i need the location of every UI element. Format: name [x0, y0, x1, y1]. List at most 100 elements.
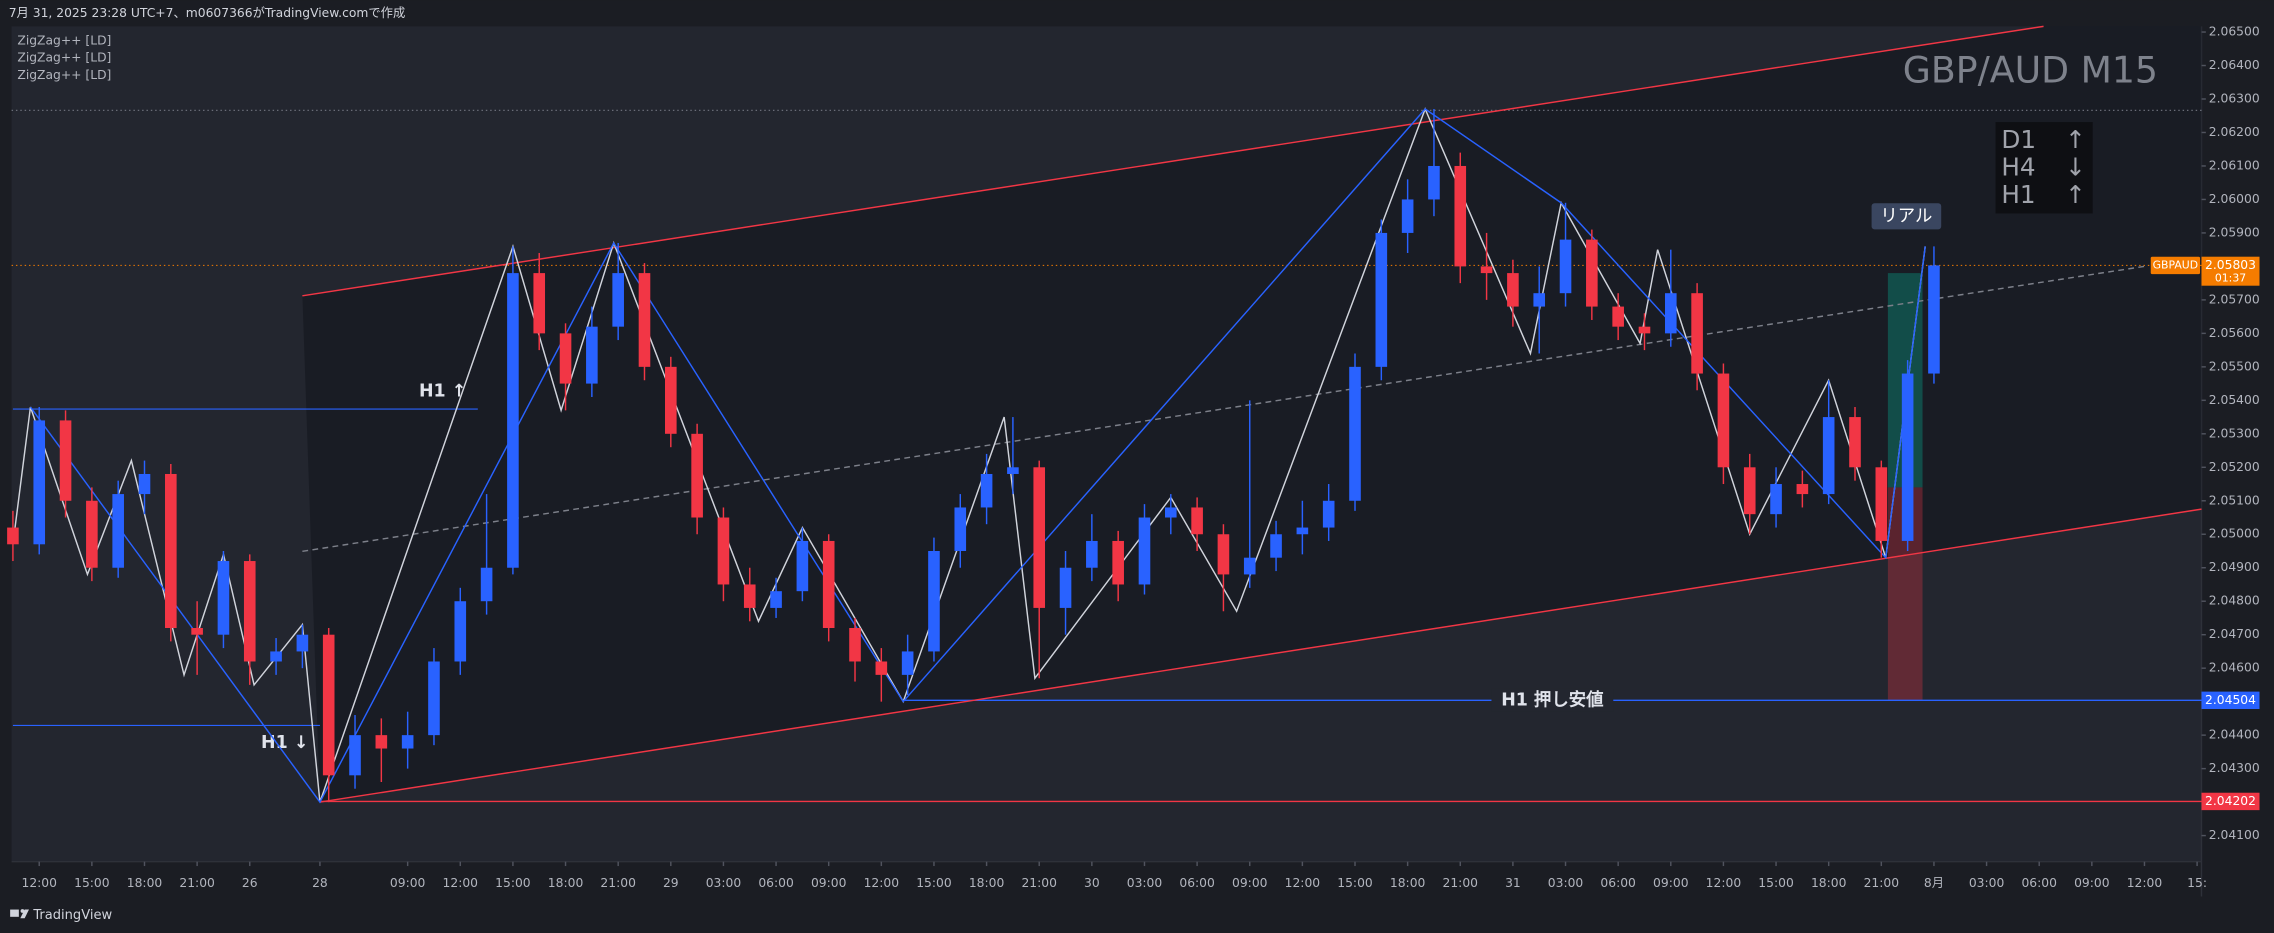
candle-body	[454, 601, 467, 662]
x-tick-label: 21:00	[1864, 876, 1900, 890]
line	[319, 508, 2202, 803]
y-tick-label: 2.05600	[2209, 326, 2260, 340]
trend-timeframe: H4	[2001, 152, 2035, 181]
y-tick-label: 2.06000	[2209, 192, 2260, 206]
candle-body	[875, 661, 888, 675]
y-tick-label: 2.05100	[2209, 493, 2260, 507]
x-tick-label: 21:00	[179, 876, 215, 890]
candle-body	[1007, 467, 1019, 474]
x-tick-label: 29	[663, 876, 679, 890]
line	[29, 108, 1926, 804]
y-tick-label: 2.04100	[2209, 828, 2260, 842]
candle-body	[1928, 265, 1940, 374]
trend-arrow: ↓	[2065, 152, 2086, 181]
x-tick-label: 09:00	[2074, 876, 2110, 890]
candle-body	[822, 540, 835, 628]
candle-body	[1112, 540, 1124, 585]
price-label-box	[2201, 792, 2260, 811]
candle-body	[401, 735, 414, 749]
candle-body	[270, 651, 282, 662]
candle-body	[1612, 306, 1624, 327]
trend-timeframe: H1	[2001, 180, 2035, 209]
countdown-label: 01:37	[2215, 271, 2246, 284]
candle-body	[322, 634, 335, 776]
y-tick-label: 2.06300	[2209, 92, 2260, 106]
x-tick-label: 12:00	[1706, 876, 1742, 890]
x-tick-label: 06:00	[758, 876, 794, 890]
h1-label: H1 ↑	[419, 382, 466, 402]
x-tick-label: 15:00	[495, 876, 531, 890]
x-tick-label: 31	[1505, 876, 1521, 890]
candle-body	[954, 507, 967, 551]
line	[12, 107, 1926, 803]
candle-body	[559, 333, 572, 384]
trend-arrow: ↑	[2065, 180, 2086, 209]
candle-body	[33, 420, 46, 545]
candle-body	[1875, 467, 1888, 541]
y-tick-label: 2.05900	[2209, 225, 2260, 239]
candle-body	[138, 473, 151, 495]
candle-body	[1349, 366, 1361, 501]
x-tick-label: 21:00	[1021, 876, 1057, 890]
x-tick-label: 03:00	[1548, 876, 1584, 890]
candle-body	[1296, 527, 1309, 535]
symbol-label: GBPAUD	[2153, 258, 2198, 271]
y-tick-label: 2.06500	[2209, 25, 2260, 39]
y-tick-label: 2.04700	[2209, 627, 2260, 641]
x-tick-label: 26	[242, 876, 258, 890]
candle-body	[296, 634, 309, 652]
candle-body	[1691, 293, 1703, 374]
candle-body	[480, 567, 493, 602]
candle-body	[1059, 567, 1072, 608]
candle-body	[1138, 517, 1151, 585]
x-tick-label: 8月	[1924, 876, 1944, 890]
candle-body	[1243, 557, 1256, 575]
footer: TradingView	[32, 908, 112, 923]
candle-body	[638, 273, 651, 367]
x-tick-label: 09:00	[1653, 876, 1689, 890]
candle-body	[691, 433, 703, 518]
candle-body	[928, 550, 940, 652]
h1-label: H1 ↓	[261, 733, 308, 753]
symbol-box	[2150, 256, 2201, 275]
candle-body	[1638, 326, 1651, 334]
candle-body	[1164, 507, 1177, 518]
x-tick-label: 21:00	[1443, 876, 1479, 890]
candle-body	[7, 527, 19, 545]
candle-body	[1849, 417, 1861, 468]
candle-body	[349, 735, 361, 776]
x-tick-label: 12:00	[864, 876, 900, 890]
x-tick-label: 15:00	[1758, 876, 1794, 890]
candle-body	[1507, 273, 1519, 307]
candle-body	[428, 661, 440, 736]
y-tick-label: 2.06100	[2209, 158, 2260, 172]
candle-body	[59, 420, 72, 501]
x-tick-label: 15:00	[1337, 876, 1373, 890]
x-tick-label: 28	[312, 876, 328, 890]
x-tick-label: 18:00	[127, 876, 163, 890]
y-tick-label: 2.04800	[2209, 594, 2260, 608]
x-tick-label: 03:00	[1127, 876, 1163, 890]
x-tick-label: 21:00	[600, 876, 636, 890]
candle-body	[165, 473, 177, 628]
y-tick-label: 2.05200	[2209, 460, 2260, 474]
candle-body	[1428, 165, 1440, 200]
candle-body	[1664, 293, 1677, 334]
tv-logo	[10, 909, 30, 919]
y-tick-label: 2.04600	[2209, 661, 2260, 675]
candle-body	[1822, 417, 1835, 495]
x-tick-label: 18:00	[548, 876, 584, 890]
candle-body	[980, 473, 993, 508]
y-tick-label: 2.05000	[2209, 527, 2260, 541]
trend-box	[1995, 122, 2093, 214]
level-text-bg	[1491, 688, 1614, 712]
candle-body	[1375, 232, 1388, 367]
candle-body	[217, 561, 230, 635]
x-tick-label: 09:00	[1232, 876, 1268, 890]
y-tick-label: 2.05700	[2209, 292, 2260, 306]
x-tick-label: 12:00	[21, 876, 57, 890]
candle-body	[112, 494, 124, 568]
real-label-box	[1871, 203, 1942, 230]
real-label: リアル	[1880, 206, 1932, 226]
